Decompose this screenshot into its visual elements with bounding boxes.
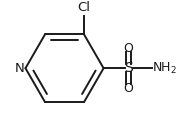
Text: N: N xyxy=(15,62,25,75)
Text: O: O xyxy=(124,42,133,55)
Text: S: S xyxy=(124,61,133,75)
Text: NH$_2$: NH$_2$ xyxy=(152,61,177,76)
Text: Cl: Cl xyxy=(78,1,91,14)
Text: O: O xyxy=(124,82,133,95)
